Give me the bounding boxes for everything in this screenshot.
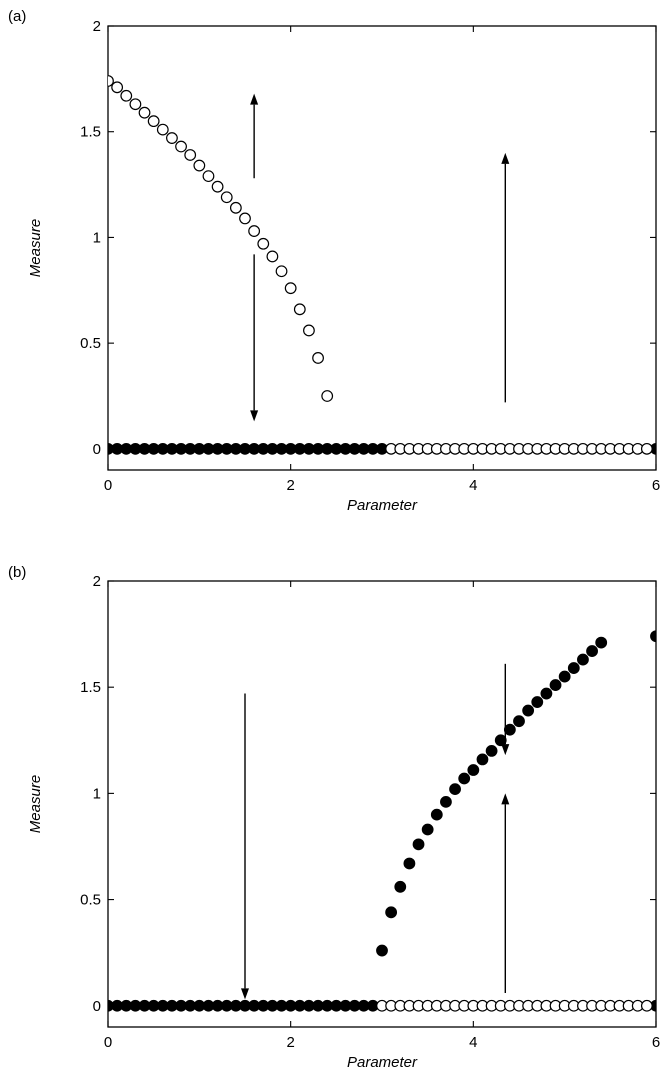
data-point-filled bbox=[449, 783, 461, 796]
x-axis-title: Parameter bbox=[347, 1054, 418, 1071]
data-point-open bbox=[257, 237, 270, 250]
data-point-open bbox=[640, 999, 653, 1012]
y-tick-label: 1 bbox=[93, 229, 101, 246]
x-tick-label: 4 bbox=[469, 477, 477, 494]
arrow-head bbox=[501, 744, 510, 756]
data-point-filled bbox=[412, 838, 425, 851]
data-point-open bbox=[640, 442, 653, 455]
data-point-filled bbox=[549, 679, 562, 691]
data-point-filled bbox=[430, 808, 443, 821]
x-tick-label: 0 bbox=[104, 477, 112, 494]
data-point-open bbox=[211, 180, 224, 193]
data-point-filled bbox=[558, 670, 571, 683]
data-point-filled bbox=[650, 630, 656, 643]
y-tick-label: 0.5 bbox=[80, 335, 101, 352]
data-point-open bbox=[147, 115, 160, 128]
data-point-filled bbox=[458, 772, 471, 785]
data-point-open bbox=[202, 170, 215, 183]
panel-label: (a) bbox=[8, 8, 26, 25]
data-point-open bbox=[248, 225, 261, 237]
data-point-open bbox=[193, 159, 206, 172]
data-point-filled bbox=[440, 795, 452, 808]
data-point-open bbox=[138, 106, 151, 119]
data-point-open bbox=[111, 81, 124, 94]
panel-label: (b) bbox=[8, 564, 26, 581]
data-point-filled bbox=[485, 745, 498, 757]
y-tick-label: 1.5 bbox=[80, 679, 101, 696]
chart-panel-a: (a) 0 2 4 6 0 0.5 1 1.5 2 Parameter Meas… bbox=[8, 8, 660, 514]
data-point-open bbox=[175, 140, 187, 153]
data-point-filled bbox=[595, 636, 608, 649]
data-point-filled bbox=[394, 880, 407, 893]
data-point-filled bbox=[567, 662, 580, 674]
plot-frame bbox=[107, 580, 657, 1028]
data-point-filled bbox=[467, 764, 480, 776]
data-point-open bbox=[284, 282, 297, 295]
y-tick-label: 0 bbox=[93, 441, 101, 458]
x-tick-label: 4 bbox=[469, 1034, 477, 1051]
data-point-open bbox=[312, 352, 324, 364]
data-point-filled bbox=[522, 704, 535, 717]
data-point-open bbox=[303, 324, 315, 337]
y-axis-title: Measure bbox=[27, 775, 44, 833]
x-tick-label: 2 bbox=[286, 477, 294, 494]
data-point-open bbox=[275, 265, 288, 278]
y-tick-label: 1 bbox=[93, 785, 101, 802]
arrow-head bbox=[501, 152, 510, 164]
y-tick-label: 0.5 bbox=[80, 892, 101, 909]
data-points bbox=[108, 630, 656, 1012]
y-tick-label: 2 bbox=[93, 573, 101, 590]
data-point-open bbox=[166, 132, 178, 144]
data-point-filled bbox=[494, 734, 507, 747]
data-point-filled bbox=[577, 653, 589, 666]
data-point-open bbox=[156, 123, 169, 136]
data-point-open bbox=[321, 390, 334, 402]
arrows bbox=[241, 663, 510, 1000]
x-tick-label: 6 bbox=[652, 1034, 660, 1051]
data-point-open bbox=[184, 149, 197, 161]
data-point-filled bbox=[476, 753, 489, 766]
x-tick-label: 6 bbox=[652, 477, 660, 494]
data-point-filled bbox=[421, 823, 434, 836]
x-tick-labels: 0 2 4 6 bbox=[104, 477, 660, 494]
y-tick-label: 1.5 bbox=[80, 124, 101, 141]
data-point-open bbox=[108, 75, 114, 87]
data-point-open bbox=[129, 98, 142, 111]
y-tick-label: 0 bbox=[93, 998, 101, 1015]
arrow-head bbox=[241, 988, 249, 1000]
plot-frame bbox=[107, 25, 657, 471]
tick-marks bbox=[107, 580, 657, 1027]
arrow-head bbox=[250, 410, 259, 422]
data-point-filled bbox=[385, 906, 398, 919]
data-point-open bbox=[229, 201, 242, 214]
data-point-open bbox=[239, 212, 251, 225]
data-point-open bbox=[266, 250, 279, 263]
arrow-head bbox=[501, 793, 510, 805]
data-point-filled bbox=[403, 857, 416, 870]
data-point-filled bbox=[513, 715, 525, 728]
arrows bbox=[250, 93, 510, 422]
data-point-open bbox=[120, 89, 133, 102]
x-tick-label: 0 bbox=[104, 1034, 112, 1051]
data-point-filled bbox=[586, 645, 598, 657]
arrow-head bbox=[250, 93, 259, 105]
data-point-filled bbox=[531, 696, 544, 708]
data-point-filled bbox=[503, 723, 516, 736]
chart-panel-b: (b) 0 2 4 6 0 0.5 1 1.5 2 Parameter Meas… bbox=[8, 564, 660, 1071]
y-tick-labels: 0 0.5 1 1.5 2 bbox=[80, 573, 101, 1015]
data-points bbox=[108, 75, 656, 455]
data-point-open bbox=[220, 191, 233, 204]
data-point-filled bbox=[376, 944, 388, 957]
y-axis-title: Measure bbox=[27, 219, 44, 277]
x-tick-labels: 0 2 4 6 bbox=[104, 1034, 660, 1051]
y-tick-labels: 0 0.5 1 1.5 2 bbox=[80, 18, 101, 458]
x-axis-title: Parameter bbox=[347, 497, 418, 514]
tick-marks bbox=[107, 25, 657, 470]
data-point-open bbox=[293, 303, 306, 316]
x-tick-label: 2 bbox=[286, 1034, 294, 1051]
y-tick-label: 2 bbox=[93, 18, 101, 35]
data-point-filled bbox=[540, 687, 553, 700]
